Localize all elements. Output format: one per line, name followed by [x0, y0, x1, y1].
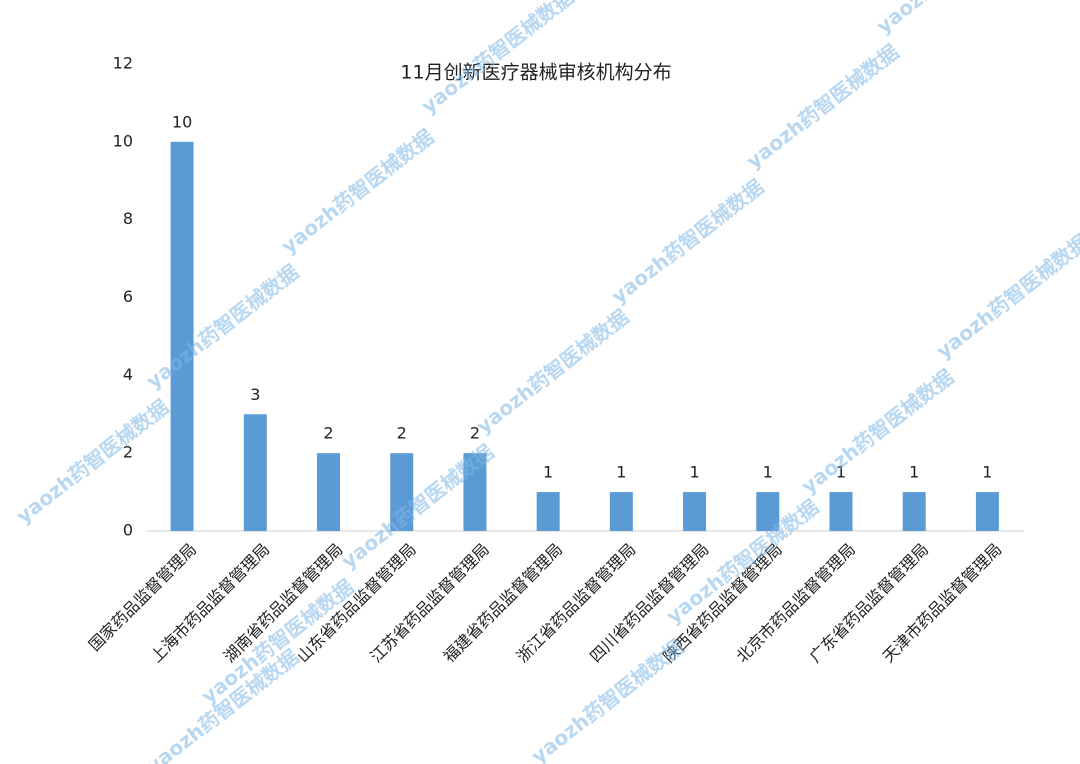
watermark: yaozh药智医械数据	[472, 305, 633, 439]
data-label: 1	[836, 463, 846, 482]
data-label: 1	[616, 463, 626, 482]
bar	[463, 453, 487, 531]
watermark: yaozh药智医械数据	[142, 645, 303, 764]
watermark: yaozh药智医械数据	[12, 395, 173, 529]
watermark: yaozh药智医械数据	[797, 365, 958, 499]
data-label: 1	[982, 463, 992, 482]
bar	[829, 492, 853, 531]
y-tick-label: 8	[123, 209, 133, 228]
x-tick-label: 天津市药品监督管理局	[879, 540, 1006, 667]
data-label: 2	[397, 424, 407, 443]
y-tick-label: 6	[123, 287, 133, 306]
y-tick-label: 10	[113, 131, 133, 150]
watermark: yaozh药智医械数据	[742, 40, 903, 174]
data-label: 10	[172, 112, 192, 131]
bar	[390, 453, 414, 531]
watermark: yaozh药智医械数据	[932, 230, 1080, 364]
data-label: 2	[470, 424, 480, 443]
x-tick-label: 广东省药品监督管理局	[806, 540, 933, 667]
y-tick-label: 4	[123, 365, 133, 384]
y-tick-label: 0	[123, 521, 133, 540]
chart-title: 11月创新医疗器械审核机构分布	[400, 62, 671, 84]
data-label: 1	[689, 463, 699, 482]
watermark: yaozh药智医械数据	[872, 0, 1033, 38]
y-tick-label: 12	[113, 54, 133, 73]
bar	[683, 492, 707, 531]
bar	[756, 492, 780, 531]
y-tick-label: 2	[123, 443, 133, 462]
watermark: yaozh药智医械数据	[277, 125, 438, 259]
bar	[536, 492, 560, 531]
watermark: yaozh药智医械数据	[142, 260, 303, 394]
x-tick-label: 浙江省药品监督管理局	[513, 540, 640, 667]
watermark: yaozh药智医械数据	[607, 175, 768, 309]
bar	[975, 492, 999, 531]
data-label: 1	[909, 463, 919, 482]
x-tick-label: 福建省药品监督管理局	[440, 540, 567, 667]
bar	[243, 414, 267, 531]
data-label: 3	[250, 385, 260, 404]
bar	[609, 492, 633, 531]
bar	[317, 453, 341, 531]
x-tick-label: 江苏省药品监督管理局	[366, 540, 493, 667]
data-label: 1	[543, 463, 553, 482]
data-label: 2	[323, 424, 333, 443]
watermark: yaozh药智医械数据	[417, 0, 578, 118]
bar	[902, 492, 926, 531]
data-label: 1	[763, 463, 773, 482]
bar	[170, 141, 194, 532]
